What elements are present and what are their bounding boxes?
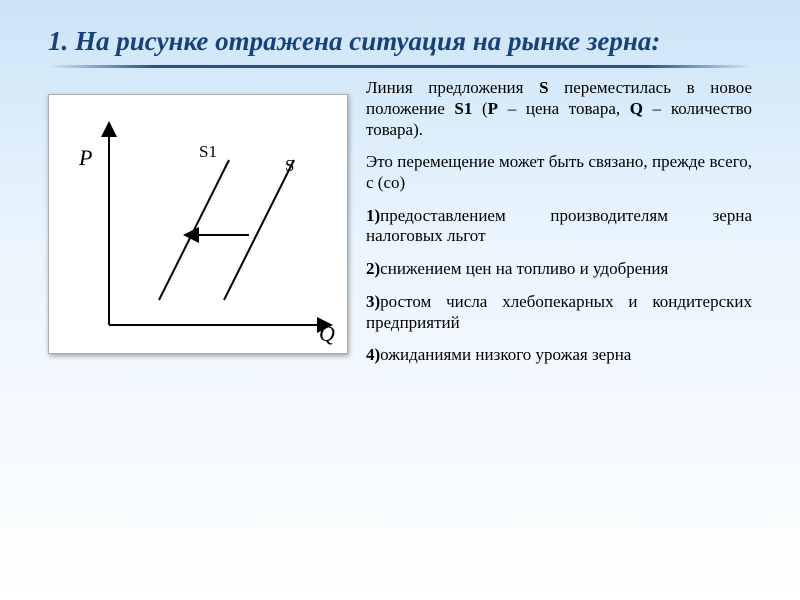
option-number: 1) (366, 206, 380, 225)
option-4: 4)ожиданиями низкого урожая зерна (366, 345, 752, 366)
label-s1: S1 (199, 142, 217, 161)
option-number: 4) (366, 345, 380, 364)
option-2: 2)снижением цен на топливо и удобрения (366, 259, 752, 280)
t-P: P (488, 99, 498, 118)
slide: 1. На рисунке отражена ситуация на рынке… (0, 0, 800, 398)
t: – цена товара, (498, 99, 630, 118)
intro-paragraph: Линия предложения S переместилась в ново… (366, 78, 752, 140)
x-axis-label: Q (319, 321, 335, 346)
label-s: S (285, 156, 294, 175)
t: Линия предложения (366, 78, 539, 97)
content-row: P Q S S1 Линия предложения S перемес (48, 78, 752, 378)
t-S1: S1 (454, 99, 472, 118)
option-number: 2) (366, 259, 380, 278)
t-S: S (539, 78, 548, 97)
t: ( (472, 99, 487, 118)
option-number: 3) (366, 292, 380, 311)
y-axis-label: P (78, 145, 92, 170)
option-text: ростом числа хлебопекарных и кондитерски… (366, 292, 752, 332)
line-s (224, 160, 294, 300)
t-Q: Q (630, 99, 643, 118)
chart-svg: P Q S S1 (49, 95, 349, 355)
option-3: 3)ростом числа хлебопекарных и кондитерс… (366, 292, 752, 333)
lead-paragraph: Это перемещение может быть связано, преж… (366, 152, 752, 193)
line-s1 (159, 160, 229, 300)
option-text: снижением цен на топливо и удобрения (380, 259, 668, 278)
chart-container: P Q S S1 (48, 78, 348, 378)
supply-shift-diagram: P Q S S1 (48, 94, 348, 354)
slide-title: 1. На рисунке отражена ситуация на рынке… (48, 26, 752, 57)
body-text: Линия предложения S переместилась в ново… (366, 78, 752, 378)
option-text: предоставлением производителям зерна нал… (366, 206, 752, 246)
option-text: ожиданиями низкого урожая зерна (380, 345, 631, 364)
option-1: 1)предоставлением производителям зерна н… (366, 206, 752, 247)
title-underline (48, 65, 752, 68)
